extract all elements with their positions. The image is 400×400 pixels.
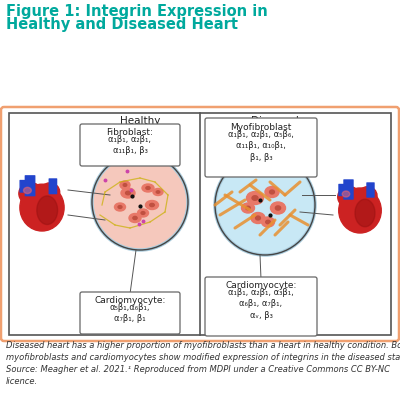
Circle shape — [92, 154, 188, 250]
Ellipse shape — [338, 186, 360, 208]
Text: Healthy
heart: Healthy heart — [120, 116, 160, 138]
Ellipse shape — [342, 191, 350, 197]
Ellipse shape — [120, 181, 130, 189]
Ellipse shape — [339, 188, 381, 233]
FancyBboxPatch shape — [1, 107, 399, 341]
Ellipse shape — [141, 212, 145, 214]
Text: α₁β₁, α₂β₁, α₃β₁,
α₆β₁, α₇β₁,
αᵥ, β₃: α₁β₁, α₂β₁, α₃β₁, α₆β₁, α₇β₁, αᵥ, β₃ — [228, 288, 294, 320]
FancyBboxPatch shape — [9, 113, 391, 335]
Text: Cardiomyocyte:: Cardiomyocyte: — [94, 296, 166, 305]
Text: Fibroblast:: Fibroblast: — [106, 128, 154, 137]
Ellipse shape — [270, 202, 286, 214]
Ellipse shape — [142, 184, 154, 192]
Ellipse shape — [262, 217, 274, 227]
Ellipse shape — [19, 183, 42, 204]
Ellipse shape — [358, 187, 377, 204]
Ellipse shape — [118, 206, 122, 208]
Ellipse shape — [126, 191, 130, 195]
Circle shape — [215, 155, 315, 255]
FancyBboxPatch shape — [80, 124, 180, 166]
Ellipse shape — [265, 186, 279, 198]
Ellipse shape — [266, 220, 270, 224]
Ellipse shape — [150, 204, 154, 206]
Ellipse shape — [133, 216, 137, 220]
Ellipse shape — [251, 212, 265, 224]
Ellipse shape — [121, 188, 135, 198]
Ellipse shape — [242, 203, 254, 213]
FancyBboxPatch shape — [80, 292, 180, 334]
FancyBboxPatch shape — [25, 176, 35, 196]
Ellipse shape — [138, 209, 148, 217]
Ellipse shape — [246, 206, 250, 210]
Ellipse shape — [123, 184, 127, 186]
Text: Healthy and Diseased Heart: Healthy and Diseased Heart — [6, 17, 238, 32]
FancyBboxPatch shape — [49, 179, 56, 194]
FancyBboxPatch shape — [344, 180, 353, 199]
Text: Diseased heart has a higher proportion of myofibroblasts than a heart in healthy: Diseased heart has a higher proportion o… — [6, 341, 400, 386]
Ellipse shape — [270, 190, 274, 194]
Ellipse shape — [40, 183, 60, 201]
Text: α₁β₁, α₂β₁, α₅β₆,
α₁₁β₁, α₁₀β₁,
β₁, β₃: α₁β₁, α₂β₁, α₅β₆, α₁₁β₁, α₁₀β₁, β₁, β₃ — [228, 130, 294, 162]
Text: Figure 1: Integrin Expression in: Figure 1: Integrin Expression in — [6, 4, 268, 19]
Ellipse shape — [252, 196, 258, 200]
Ellipse shape — [156, 191, 160, 193]
Text: α₅β₁,α₆β₁,
α₇β₁, β₁: α₅β₁,α₆β₁, α₇β₁, β₁ — [110, 303, 150, 324]
Text: Diseased
heart: Diseased heart — [251, 116, 299, 138]
Text: Myofibroblast: Myofibroblast — [230, 123, 292, 132]
Ellipse shape — [146, 186, 150, 190]
Ellipse shape — [246, 192, 264, 204]
FancyBboxPatch shape — [205, 118, 317, 177]
Ellipse shape — [256, 216, 260, 220]
Ellipse shape — [129, 214, 141, 222]
FancyBboxPatch shape — [339, 184, 346, 196]
Ellipse shape — [24, 187, 31, 194]
FancyBboxPatch shape — [367, 183, 374, 197]
Text: α₁β₁, α₂β₁,
α₁₁β₁, β₃: α₁β₁, α₂β₁, α₁₁β₁, β₃ — [108, 135, 152, 156]
FancyBboxPatch shape — [205, 277, 317, 336]
Ellipse shape — [355, 199, 375, 227]
Ellipse shape — [20, 184, 64, 231]
Ellipse shape — [153, 188, 163, 196]
Text: Cardiomyocyte:: Cardiomyocyte: — [225, 281, 297, 290]
Ellipse shape — [146, 200, 158, 210]
FancyBboxPatch shape — [20, 180, 27, 192]
Ellipse shape — [37, 196, 58, 224]
Ellipse shape — [114, 203, 126, 211]
Ellipse shape — [275, 206, 281, 210]
